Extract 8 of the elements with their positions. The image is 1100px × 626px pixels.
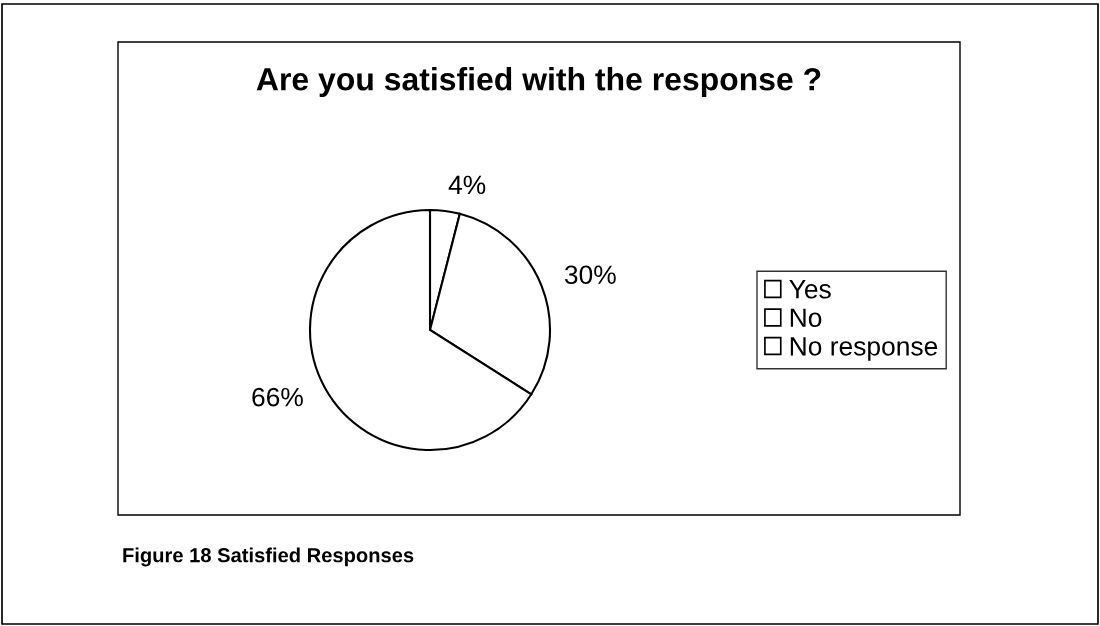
- data-label: 66%: [252, 387, 303, 407]
- legend-label: Yes: [789, 280, 831, 299]
- caption: Figure 18 Satisfied Responses: [123, 547, 414, 567]
- data-label: 30%: [564, 265, 616, 285]
- data-label: 4%: [448, 175, 486, 195]
- legend-label: No response: [790, 337, 938, 361]
- legend-label: No: [790, 308, 822, 328]
- chart-title: Are you satisfied with the response ?: [256, 67, 821, 97]
